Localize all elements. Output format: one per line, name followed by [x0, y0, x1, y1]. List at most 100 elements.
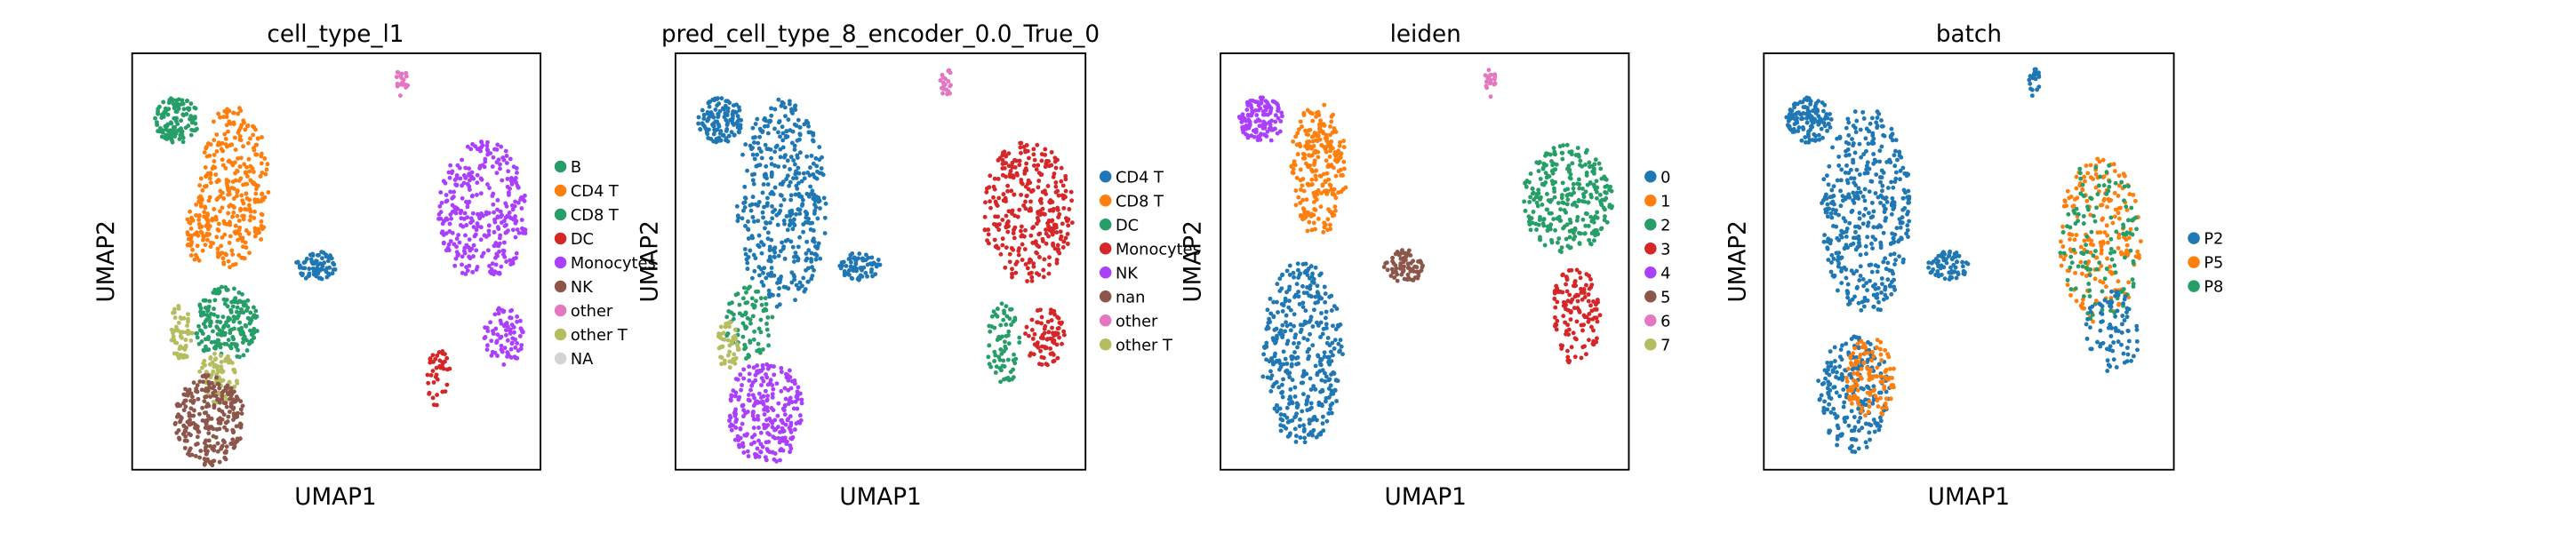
cell-point: [488, 269, 492, 274]
cell-point: [1492, 72, 1498, 77]
cell-point: [1567, 175, 1572, 180]
cell-point: [701, 116, 707, 121]
cell-point: [781, 197, 787, 203]
cell-point: [1322, 225, 1327, 230]
cell-point: [727, 418, 732, 424]
cell-point: [865, 274, 869, 279]
cell-point: [470, 193, 476, 198]
cell-point: [1006, 209, 1012, 214]
cell-point: [188, 418, 192, 423]
cell-point: [1292, 385, 1298, 390]
cell-point: [1009, 188, 1014, 194]
cell-point: [1588, 241, 1593, 246]
cell-point: [1873, 191, 1878, 195]
cell-point: [1308, 293, 1313, 298]
cell-point: [786, 117, 791, 123]
cell-point: [1278, 412, 1284, 417]
cell-point: [1052, 155, 1058, 161]
cell-point: [982, 214, 988, 219]
cell-point: [1278, 364, 1284, 370]
cell-point: [992, 359, 997, 363]
cell-point: [1846, 152, 1852, 157]
cell-point: [228, 234, 233, 239]
cell-point: [1857, 216, 1862, 221]
cell-point: [230, 262, 236, 267]
cell-point: [1531, 210, 1536, 214]
cell-point: [208, 180, 213, 186]
cell-point: [991, 309, 996, 314]
cell-point: [1029, 274, 1035, 280]
cell-point: [236, 314, 241, 319]
cell-point: [228, 265, 233, 270]
cell-point: [515, 227, 520, 232]
cell-point: [196, 429, 201, 434]
cell-point: [1332, 150, 1338, 155]
cell-point: [1311, 280, 1316, 285]
cell-point: [190, 218, 196, 223]
cell-point: [1063, 188, 1068, 194]
cell-point: [741, 450, 747, 455]
cell-point: [1318, 362, 1324, 368]
cell-point: [247, 321, 252, 326]
cell-point: [1893, 176, 1899, 181]
cell-point: [1279, 286, 1284, 291]
cell-point: [756, 413, 760, 418]
cell-point: [1251, 128, 1256, 133]
cell-point: [806, 123, 811, 129]
cell-point: [208, 244, 213, 250]
cell-point: [1414, 265, 1420, 270]
cell-point: [193, 121, 198, 126]
cell-point: [244, 164, 249, 170]
cell-point: [173, 324, 179, 330]
cell-point: [1036, 320, 1040, 325]
legend-label: NA: [571, 350, 594, 369]
cell-point: [1017, 158, 1022, 163]
cell-point: [248, 328, 252, 333]
cell-point: [460, 157, 464, 163]
cell-point: [460, 224, 466, 229]
cell-point: [780, 124, 785, 130]
cell-point: [1577, 309, 1582, 314]
legend-marker: [1099, 266, 1112, 279]
cell-point: [795, 406, 800, 411]
cell-point: [1869, 115, 1875, 121]
cell-point: [1603, 176, 1608, 181]
cell-point: [501, 157, 507, 163]
cell-point: [1301, 113, 1307, 117]
cell-point: [992, 349, 997, 354]
cell-point: [797, 235, 803, 240]
cell-point: [756, 454, 762, 459]
cell-point: [765, 366, 771, 371]
cell-point: [1589, 219, 1595, 224]
cell-point: [1016, 252, 1021, 258]
cell-point: [797, 391, 803, 396]
cell-point: [1019, 228, 1023, 234]
cell-point: [446, 242, 452, 247]
cell-point: [1250, 108, 1255, 114]
cell-point: [220, 314, 226, 320]
cell-point: [474, 227, 479, 233]
cell-point: [725, 106, 731, 111]
cell-point: [251, 170, 256, 174]
cell-point: [1245, 112, 1251, 117]
cell-point: [808, 165, 812, 171]
cell-point: [803, 287, 808, 291]
cell-point: [1878, 179, 1883, 185]
cell-point: [799, 397, 804, 402]
cell-point: [1577, 270, 1582, 275]
cell-point: [475, 180, 480, 186]
cell-point: [1253, 107, 1258, 113]
cell-point: [1873, 286, 1878, 291]
legend-marker: [1099, 290, 1112, 303]
cell-point: [1300, 183, 1305, 188]
cell-point: [504, 259, 509, 265]
cell-point: [1300, 155, 1306, 161]
cell-point: [1290, 400, 1294, 405]
cell-point: [214, 426, 220, 432]
cell-point: [1805, 108, 1811, 114]
cell-point: [1527, 200, 1532, 204]
cell-point: [519, 218, 524, 222]
cell-point: [467, 254, 472, 259]
cell-point: [491, 202, 496, 207]
cell-point: [447, 228, 452, 234]
